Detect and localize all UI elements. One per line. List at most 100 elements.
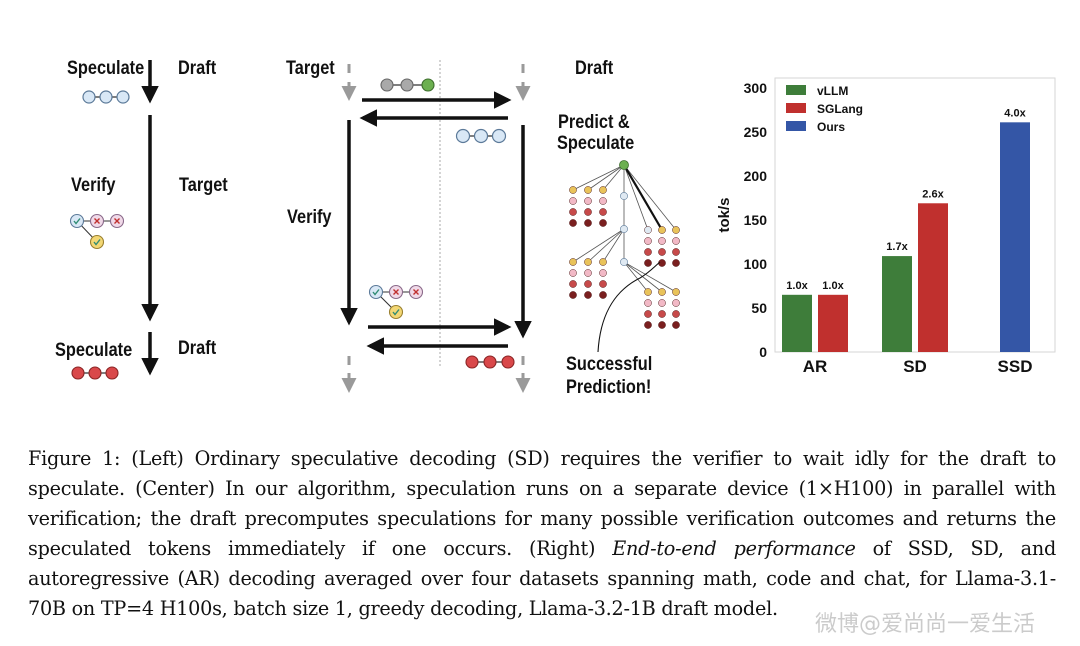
chart-frame <box>774 77 1056 353</box>
tree-node <box>644 299 652 307</box>
center-target-tokens <box>380 78 435 92</box>
tree-edge <box>587 228 625 263</box>
tree-node <box>599 269 607 277</box>
tree-node <box>599 208 607 216</box>
tree-node <box>599 258 607 266</box>
legend-label-vllm: vLLM <box>817 84 848 98</box>
watermark: 微博@爱尚尚一爱生活 <box>815 612 1036 637</box>
left-verify-tokens <box>69 213 125 250</box>
successful-label: Successful <box>566 354 653 375</box>
bar-data-label: 1.0x <box>786 280 808 292</box>
tree-node <box>658 321 666 329</box>
bar-vllm-ar <box>782 294 812 352</box>
bar-sglang-sd <box>918 203 948 352</box>
x-tick-label: SSD <box>998 357 1033 376</box>
tree-root-node <box>619 160 629 170</box>
tree-node <box>569 208 577 216</box>
left-draft-top-label: Draft <box>178 58 217 79</box>
y-tick-label: 0 <box>759 344 767 360</box>
tree-edge <box>587 164 625 191</box>
tree-node <box>569 197 577 205</box>
legend-swatch-sglang <box>786 103 806 113</box>
tree-edge <box>602 164 625 191</box>
y-tick-label: 150 <box>744 212 768 228</box>
tree-node <box>599 186 607 194</box>
bar-data-label: 2.6x <box>922 188 944 200</box>
left-panel-diagram <box>69 60 159 380</box>
tree-node <box>672 259 680 267</box>
speculation-tree <box>569 160 680 329</box>
y-tick-label: 300 <box>744 80 768 96</box>
tree-node <box>569 280 577 288</box>
center-panel-diagram <box>340 60 532 393</box>
tree-node <box>658 288 666 296</box>
left-verify-label: Verify <box>71 175 116 196</box>
y-tick-label: 200 <box>744 168 768 184</box>
left-target-label: Target <box>179 175 228 196</box>
figure-1: Speculate Draft Verify Target Speculate … <box>55 58 1056 398</box>
tree-edge <box>572 164 625 191</box>
tree-edge <box>602 228 625 263</box>
tree-node <box>584 197 592 205</box>
tree-node <box>672 248 680 256</box>
tree-node <box>584 269 592 277</box>
center-verify-tokens <box>368 284 424 320</box>
tree-node <box>658 310 666 318</box>
figure-caption: Figure 1: (Left) Ordinary speculative de… <box>28 444 1056 624</box>
center-draft-tokens-blue <box>455 128 507 144</box>
bar-data-label: 1.7x <box>886 241 908 253</box>
y-axis-label: tok/s <box>716 197 733 232</box>
tree-edge <box>623 164 677 231</box>
tree-node <box>658 299 666 307</box>
tree-node <box>584 208 592 216</box>
tree-node <box>584 258 592 266</box>
tree-node <box>672 288 680 296</box>
legend-label-ours: Ours <box>817 120 845 134</box>
y-tick-label: 50 <box>751 300 767 316</box>
tree-node <box>599 219 607 227</box>
tree-edge <box>572 228 625 263</box>
tree-node <box>599 197 607 205</box>
tree-node <box>644 321 652 329</box>
tree-edge <box>623 164 649 231</box>
y-tick-label: 100 <box>744 256 768 272</box>
tree-node <box>584 186 592 194</box>
tree-node <box>644 248 652 256</box>
tree-node <box>620 192 628 200</box>
tree-node <box>599 280 607 288</box>
tree-node <box>644 237 652 245</box>
bar-vllm-sd <box>882 256 912 352</box>
tree-node <box>672 310 680 318</box>
tree-node <box>584 291 592 299</box>
left-speculate-bottom-label: Speculate <box>55 340 133 361</box>
tree-node <box>672 237 680 245</box>
legend-swatch-vllm <box>786 85 806 95</box>
center-verify-label: Verify <box>287 207 332 228</box>
tree-node <box>672 226 680 234</box>
bar-sglang-ar <box>818 294 848 352</box>
caption-emphasis: End-to-end performance <box>612 537 856 560</box>
predict-label: Predict & <box>558 112 630 133</box>
tree-edge-path <box>623 164 663 231</box>
tree-node <box>569 269 577 277</box>
bar-data-label: 1.0x <box>822 280 844 292</box>
tree-node <box>599 291 607 299</box>
tree-node <box>658 226 666 234</box>
tree-node <box>569 186 577 194</box>
x-tick-label: AR <box>803 357 828 376</box>
tree-node <box>569 219 577 227</box>
tree-node <box>672 321 680 329</box>
tree-node <box>584 219 592 227</box>
tree-node <box>658 248 666 256</box>
tree-node <box>644 288 652 296</box>
left-speculate-top-label: Speculate <box>67 58 145 79</box>
tree-node <box>569 291 577 299</box>
diagram-svg: 0 50 100 150 200 250 300 tok/s 1.0x 1.0x AR 1.7x 2.6… <box>69 60 1056 393</box>
tree-edge <box>623 261 677 293</box>
left-draft-tokens-red <box>71 366 119 380</box>
tree-node <box>644 310 652 318</box>
bar-ours-ssd <box>1000 122 1030 352</box>
tree-node <box>620 258 628 266</box>
prediction-label: Prediction! <box>566 377 652 398</box>
center-target-label: Target <box>286 58 335 79</box>
